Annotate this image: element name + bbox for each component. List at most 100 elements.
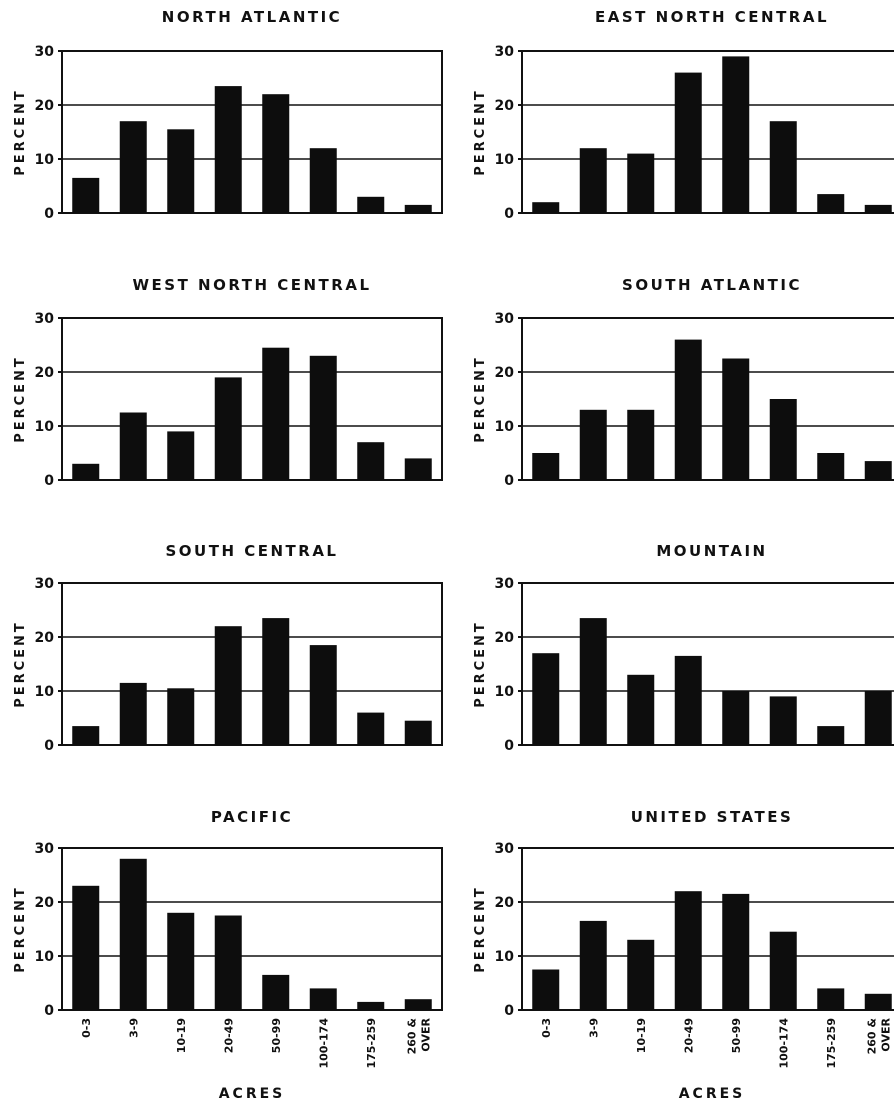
bar-50-99 <box>722 893 750 1010</box>
bar-20-49 <box>214 915 242 1010</box>
bar-175-259 <box>817 453 845 480</box>
plot-frame <box>61 317 443 481</box>
bar-260-over <box>404 458 432 480</box>
plot-frame <box>61 50 443 214</box>
y-tick-label: 20 <box>495 630 515 646</box>
bar-10-19 <box>167 912 195 1010</box>
y-tick-label: 30 <box>35 841 55 857</box>
y-tick-label: 10 <box>495 152 515 168</box>
bar-175-259 <box>357 196 385 213</box>
y-tick-label: 30 <box>495 44 515 60</box>
bar-50-99 <box>262 94 290 213</box>
bar-20-49 <box>674 655 702 745</box>
x-tick-label: 260 & <box>865 1018 878 1055</box>
bar-3-9 <box>119 412 147 480</box>
x-tick-label: 175-259 <box>825 1018 838 1069</box>
bar-0-3 <box>72 885 100 1010</box>
y-tick-label: 10 <box>35 152 55 168</box>
panel-title: SOUTH ATLANTIC <box>622 276 802 294</box>
y-axis-label: PERCENT <box>13 88 28 176</box>
bar-50-99 <box>262 974 290 1010</box>
panel-west-north-central: WEST NORTH CENTRAL 0 10 20 30 PERCENT <box>13 276 443 489</box>
plot-frame <box>521 317 894 481</box>
bar-100-174 <box>309 355 337 480</box>
y-tick-label: 0 <box>504 206 514 222</box>
panel-north-atlantic: NORTH ATLANTIC 0 10 20 30 PERCENT <box>13 8 443 222</box>
panel-title: SOUTH CENTRAL <box>165 542 338 560</box>
bar-100-174 <box>769 931 797 1010</box>
y-tick-label: 0 <box>44 206 54 222</box>
bar-0-3 <box>532 453 560 480</box>
bar-50-99 <box>722 691 750 745</box>
bar-100-174 <box>309 148 337 213</box>
x-tick-label: 3-9 <box>587 1018 600 1038</box>
bar-10-19 <box>627 153 655 213</box>
bar-0-3 <box>72 177 100 213</box>
y-tick-label: 10 <box>35 949 55 965</box>
bar-175-259 <box>817 194 845 213</box>
y-axis-label: PERCENT <box>13 355 28 443</box>
bar-175-259 <box>357 442 385 480</box>
bar-50-99 <box>262 347 290 480</box>
y-tick-label: 20 <box>35 630 55 646</box>
bar-10-19 <box>627 939 655 1010</box>
panel-mountain: MOUNTAIN 0 10 20 30 PERCENT <box>473 542 894 754</box>
bar-20-49 <box>214 86 242 213</box>
x-tick-label: 20-49 <box>222 1018 235 1053</box>
bar-175-259 <box>817 726 845 745</box>
y-axis-label: PERCENT <box>473 88 488 176</box>
bar-175-259 <box>357 1001 385 1010</box>
y-tick-label: 0 <box>504 1003 514 1019</box>
y-tick-label: 20 <box>495 98 515 114</box>
panel-title: NORTH ATLANTIC <box>162 8 342 26</box>
bar-260-over <box>404 204 432 213</box>
bar-260-over <box>864 461 892 480</box>
panel-title: PACIFIC <box>211 808 293 826</box>
x-tick-label: OVER <box>879 1017 892 1051</box>
bar-260-over <box>864 691 892 745</box>
y-axis-label: PERCENT <box>473 620 488 708</box>
panel-title: UNITED STATES <box>631 808 794 826</box>
y-tick-label: 10 <box>495 684 515 700</box>
bar-0-3 <box>532 202 560 213</box>
x-tick-label: 260 & <box>405 1018 418 1055</box>
y-tick-label: 0 <box>44 738 54 754</box>
panel-south-central: SOUTH CENTRAL 0 10 20 30 PERCENT <box>13 542 443 754</box>
x-tick-label: 100-174 <box>317 1018 330 1069</box>
plot-frame <box>521 50 894 214</box>
bar-3-9 <box>579 148 607 213</box>
y-tick-label: 30 <box>35 576 55 592</box>
bar-20-49 <box>674 72 702 213</box>
x-tick-label: 50-99 <box>270 1018 283 1053</box>
bar-3-9 <box>579 920 607 1010</box>
panel-title: WEST NORTH CENTRAL <box>133 276 372 294</box>
y-tick-label: 20 <box>35 895 55 911</box>
x-tick-label: 0-3 <box>80 1018 93 1038</box>
bar-100-174 <box>769 399 797 480</box>
x-tick-label: 20-49 <box>682 1018 695 1053</box>
y-tick-label: 30 <box>35 311 55 327</box>
bar-100-174 <box>309 988 337 1010</box>
y-tick-label: 20 <box>35 365 55 381</box>
y-axis-label: PERCENT <box>13 620 28 708</box>
panel-pacific: PACIFIC 0 10 20 30 PERCENT 0-3 3-9 10-19 20-49 50-… <box>13 808 443 1102</box>
x-tick-label: 10-19 <box>175 1018 188 1053</box>
bar-0-3 <box>532 653 560 745</box>
panel-title: EAST NORTH CENTRAL <box>595 8 829 26</box>
bar-50-99 <box>262 618 290 745</box>
bar-20-49 <box>214 377 242 480</box>
bar-10-19 <box>167 431 195 480</box>
x-tick-label: 0-3 <box>540 1018 553 1038</box>
y-axis-label: PERCENT <box>13 885 28 973</box>
bar-10-19 <box>167 129 195 213</box>
y-tick-label: 10 <box>35 419 55 435</box>
panel-title: MOUNTAIN <box>656 542 767 560</box>
x-axis-label: ACRES <box>219 1086 286 1102</box>
bar-50-99 <box>722 358 750 480</box>
y-tick-label: 0 <box>504 473 514 489</box>
panel-united-states: UNITED STATES 0 10 20 30 PERCENT 0-3 3-9 10-19 20… <box>473 808 894 1102</box>
bar-260-over <box>864 993 892 1010</box>
bar-10-19 <box>627 674 655 745</box>
bar-0-3 <box>72 463 100 480</box>
y-tick-label: 30 <box>495 576 515 592</box>
